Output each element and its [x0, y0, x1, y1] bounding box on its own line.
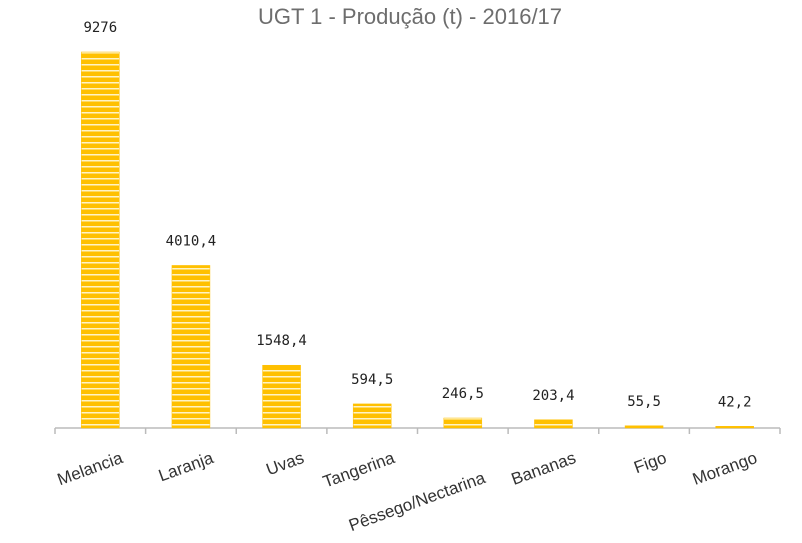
x-tick-label: Tangerina: [320, 448, 397, 492]
value-label: 594,5: [351, 372, 393, 388]
value-label: 42,2: [718, 394, 752, 410]
bar: [352, 403, 392, 429]
bar: [443, 417, 483, 429]
value-label: 4010,4: [166, 233, 217, 249]
bar: [171, 265, 211, 429]
bar: [81, 51, 120, 429]
value-label: 55,5: [627, 394, 661, 410]
x-tick-label: Pêssego/Nectarina: [346, 468, 488, 535]
value-label: 246,5: [442, 386, 484, 402]
chart-title: UGT 1 - Produção (t) - 2016/17: [258, 4, 562, 29]
x-tick-label: Uvas: [264, 448, 307, 479]
x-tick-label: Melancia: [55, 448, 126, 489]
value-label: 203,4: [532, 388, 574, 404]
bar: [262, 364, 301, 429]
x-tick-label: Figo: [631, 448, 669, 477]
value-label: 9276: [83, 20, 117, 36]
bar: [624, 425, 664, 429]
x-tick-label: Bananas: [509, 448, 579, 489]
value-label: 1548,4: [256, 333, 307, 349]
bar: [534, 419, 573, 429]
x-tick-label: Laranja: [156, 448, 216, 485]
bar: [715, 426, 754, 429]
x-tick-label: Morango: [690, 448, 760, 489]
